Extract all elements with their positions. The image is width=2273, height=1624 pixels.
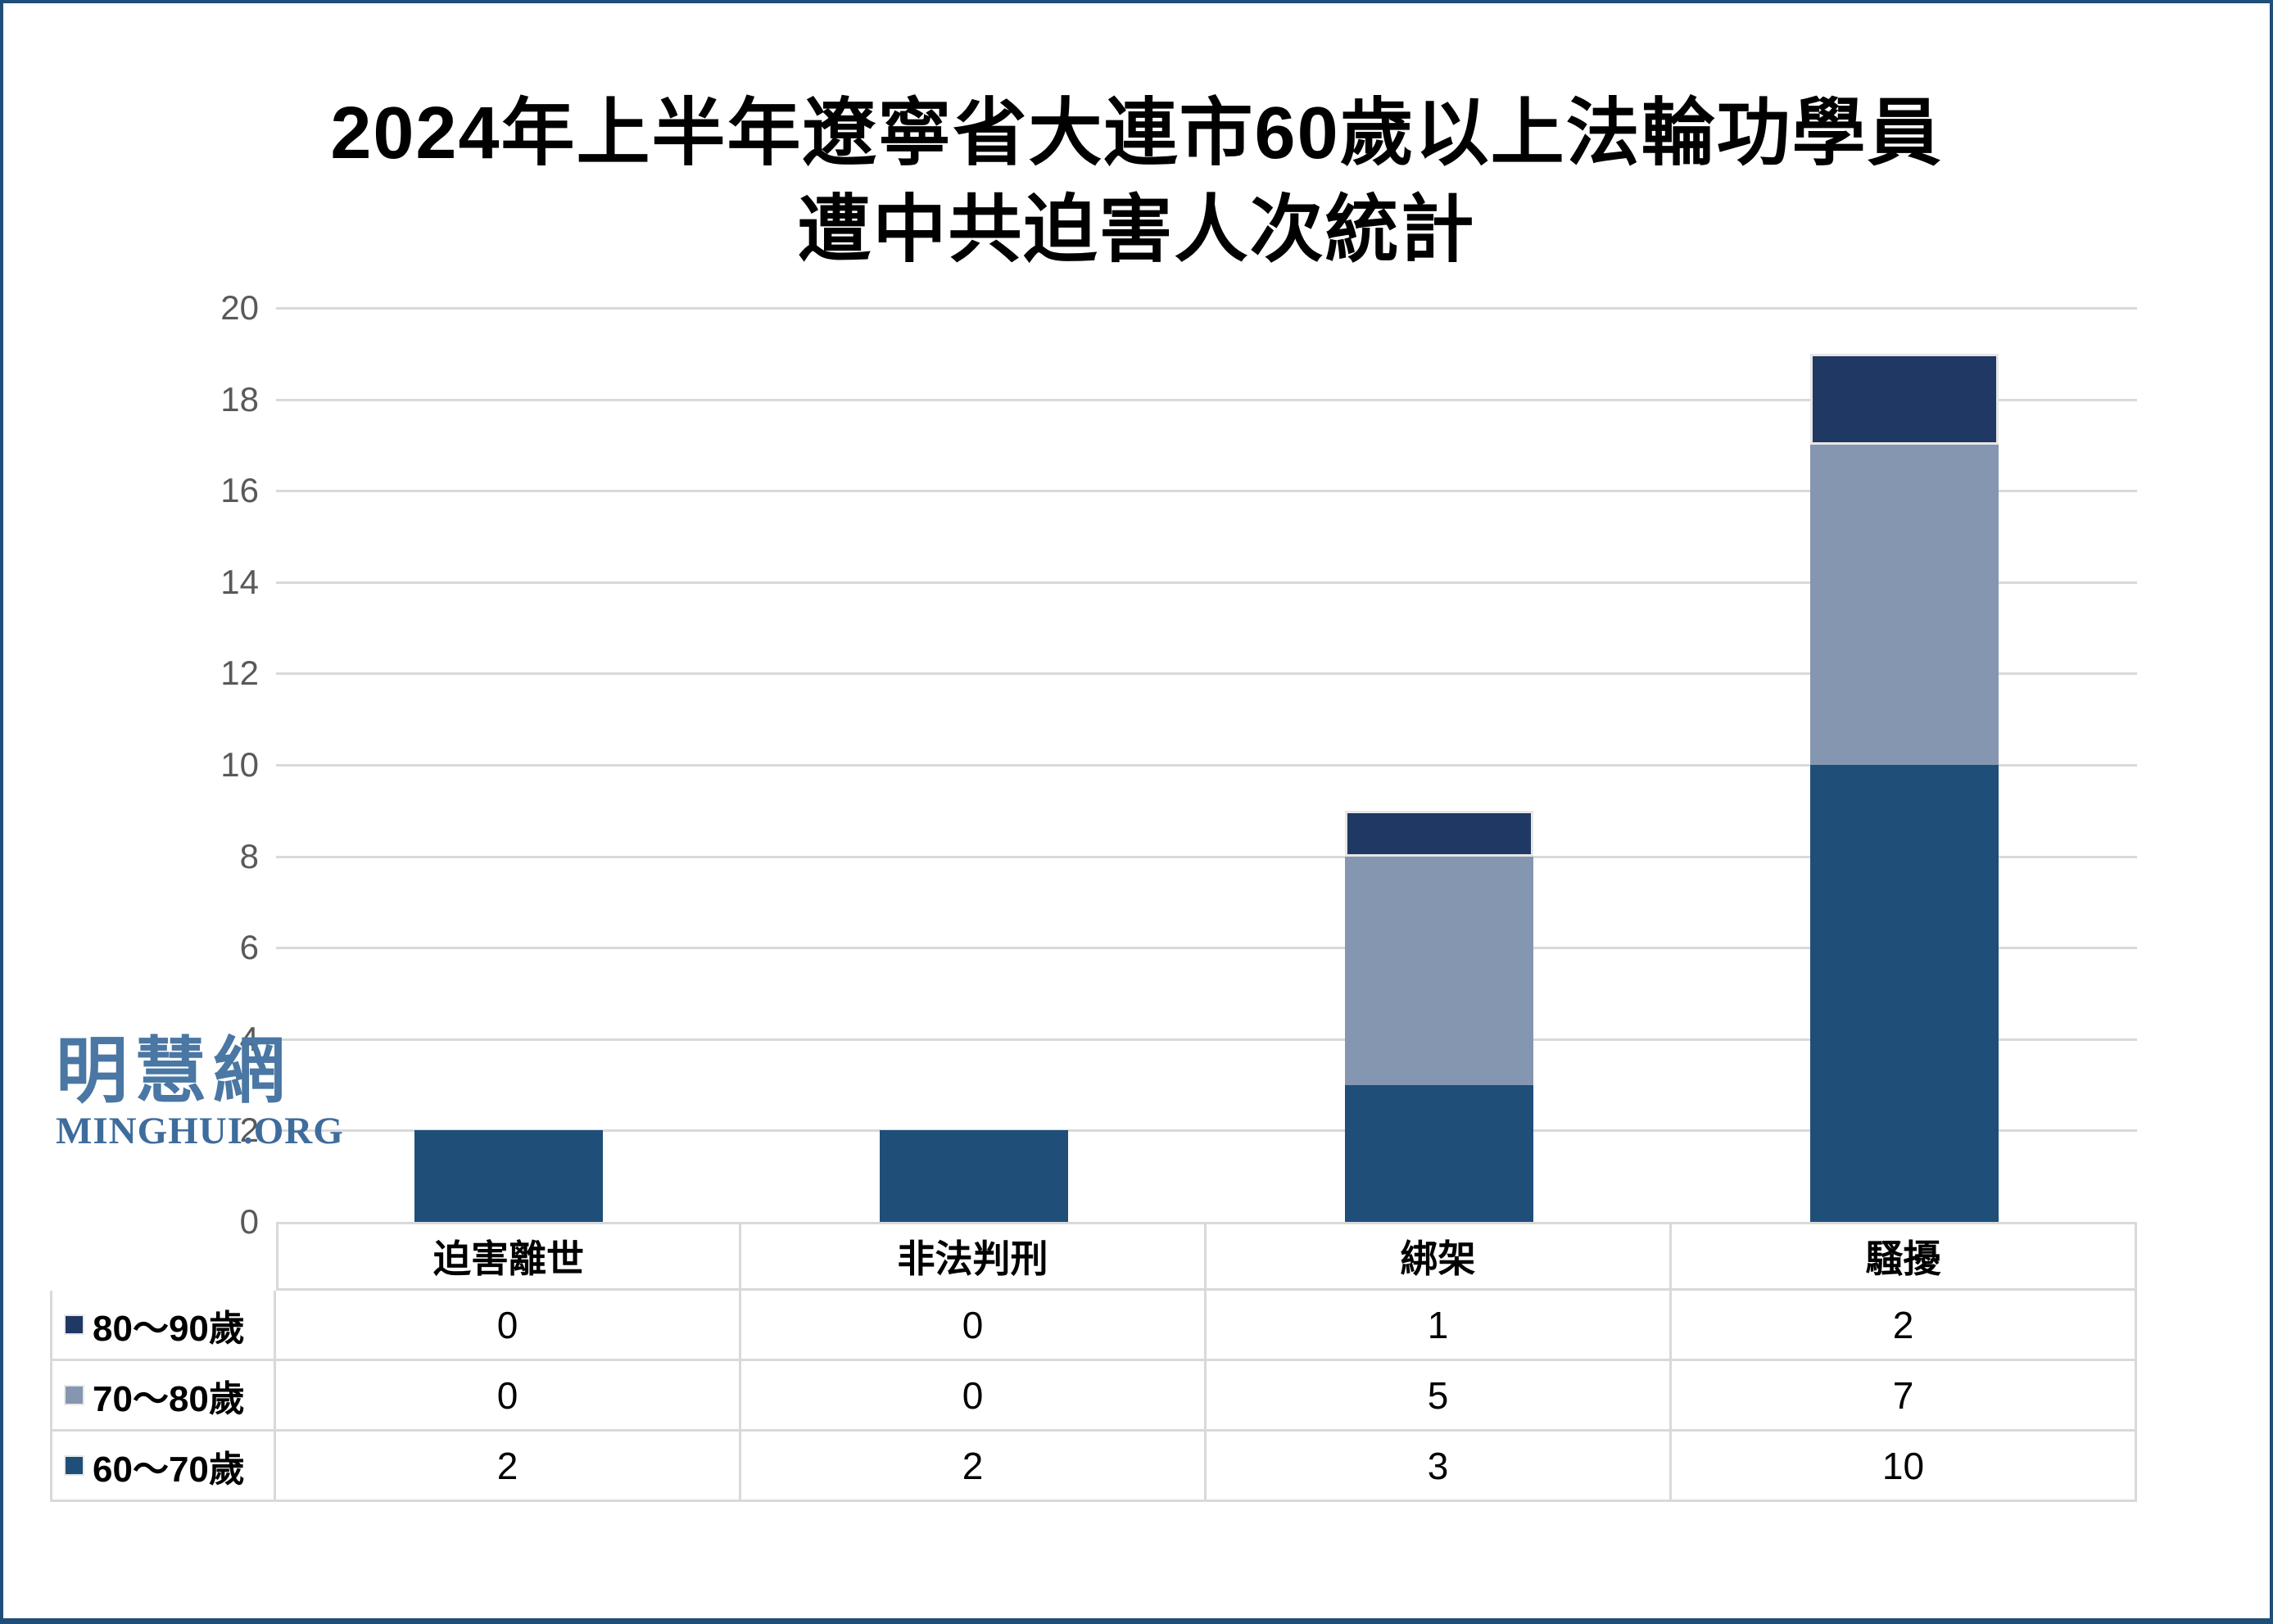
bar-segment (1810, 765, 1999, 1222)
grid-line (276, 490, 2137, 493)
grid-line (276, 398, 2137, 401)
table-header-cell: 騷擾 (1672, 1222, 2137, 1291)
grid-line (276, 672, 2137, 676)
data-table: 迫害離世 非法判刑 綁架 騷擾 80～90歲 0 0 1 2 70～80歲 0 0 5 7 60～70歲 2 2… (50, 1222, 2137, 1502)
legend-swatch (64, 1455, 84, 1476)
y-axis-tick-label: 4 (239, 1019, 259, 1058)
table-header-cell: 綁架 (1207, 1222, 1672, 1291)
table-value-cell: 0 (276, 1291, 741, 1361)
table-value-cell: 1 (1207, 1291, 1672, 1361)
legend-cell: 70～80歲 (50, 1361, 276, 1432)
grid-line (276, 855, 2137, 858)
y-axis-tick-label: 2 (239, 1111, 259, 1150)
legend-swatch (64, 1314, 84, 1335)
legend-cell: 60～70歲 (50, 1432, 276, 1502)
minghui-logo-latin: MINGHUI.ORG (56, 1110, 344, 1152)
minghui-watermark: 明慧網 MINGHUI.ORG (56, 1030, 344, 1152)
bar-segment (1345, 1084, 1533, 1222)
y-axis-tick-label: 20 (220, 288, 259, 327)
bar-segment (1345, 856, 1533, 1085)
chart-title: 2024年上半年遼寧省大連市60歲以上法輪功學員 遭中共迫害人次統計 (3, 85, 2270, 278)
chart-title-line1: 2024年上半年遼寧省大連市60歲以上法輪功學員 (330, 93, 1943, 174)
bar-segment (1810, 353, 1999, 446)
y-axis-tick-label: 6 (239, 928, 259, 967)
bar-segment (1810, 445, 1999, 765)
grid-line (276, 1129, 2137, 1133)
table-value-cell: 2 (276, 1432, 741, 1502)
y-axis-tick-label: 16 (220, 471, 259, 510)
y-axis-tick-label: 0 (239, 1202, 259, 1241)
chart-title-line2: 遭中共迫害人次統計 (797, 189, 1476, 271)
y-axis-tick-label: 18 (220, 379, 259, 418)
bar-segment (880, 1130, 1068, 1222)
table-value-cell: 0 (276, 1361, 741, 1432)
grid-line (276, 307, 2137, 310)
legend-label: 80～90歲 (93, 1308, 245, 1349)
legend-label: 60～70歲 (93, 1449, 245, 1490)
table-corner-cell (50, 1222, 276, 1291)
y-axis-tick-label: 8 (239, 836, 259, 875)
table-value-cell: 2 (741, 1432, 1207, 1502)
table-value-cell: 2 (1672, 1291, 2137, 1361)
table-header-cell: 非法判刑 (741, 1222, 1207, 1291)
y-axis-tick-label: 14 (220, 562, 259, 601)
grid-line (276, 947, 2137, 950)
legend-swatch (64, 1385, 84, 1405)
table-value-cell: 0 (741, 1291, 1207, 1361)
grid-line (276, 581, 2137, 584)
table-value-cell: 10 (1672, 1432, 2137, 1502)
y-axis-tick-label: 12 (220, 654, 259, 693)
bar-segment (1345, 810, 1533, 857)
legend-label: 70～80歲 (93, 1378, 245, 1419)
table-header-cell: 迫害離世 (276, 1222, 741, 1291)
plot-area (276, 307, 2137, 1222)
table-value-cell: 0 (741, 1361, 1207, 1432)
table-value-cell: 5 (1207, 1361, 1672, 1432)
minghui-logo-chinese: 明慧網 (56, 1030, 292, 1111)
grid-line (276, 1038, 2137, 1041)
legend-cell: 80～90歲 (50, 1291, 276, 1361)
grid-line (276, 764, 2137, 767)
bar-segment (414, 1130, 603, 1222)
y-axis-tick-label: 10 (220, 745, 259, 784)
table-value-cell: 3 (1207, 1432, 1672, 1502)
table-value-cell: 7 (1672, 1361, 2137, 1432)
